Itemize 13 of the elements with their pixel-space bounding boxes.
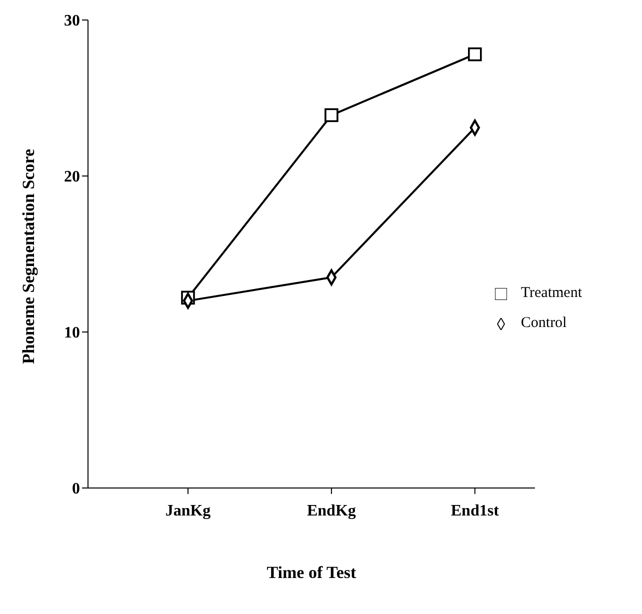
x-tick-label: End1st	[450, 502, 500, 520]
x-tick-label: EndKg	[306, 502, 356, 520]
point	[468, 47, 482, 62]
y-tick-label: 20	[64, 168, 80, 186]
y-axis-title: Phoneme Segmentation Score	[19, 148, 38, 364]
y-tick-label: 30	[64, 12, 80, 30]
legend-label: Control	[520, 315, 567, 331]
legend-label: Treatment	[520, 285, 582, 301]
x-axis-title: Time of Test	[266, 563, 356, 582]
x-tick-label: JanKg	[165, 502, 211, 520]
y-tick-label: 0	[72, 480, 80, 498]
y-tick-label: 10	[64, 324, 80, 342]
point	[324, 108, 338, 122]
